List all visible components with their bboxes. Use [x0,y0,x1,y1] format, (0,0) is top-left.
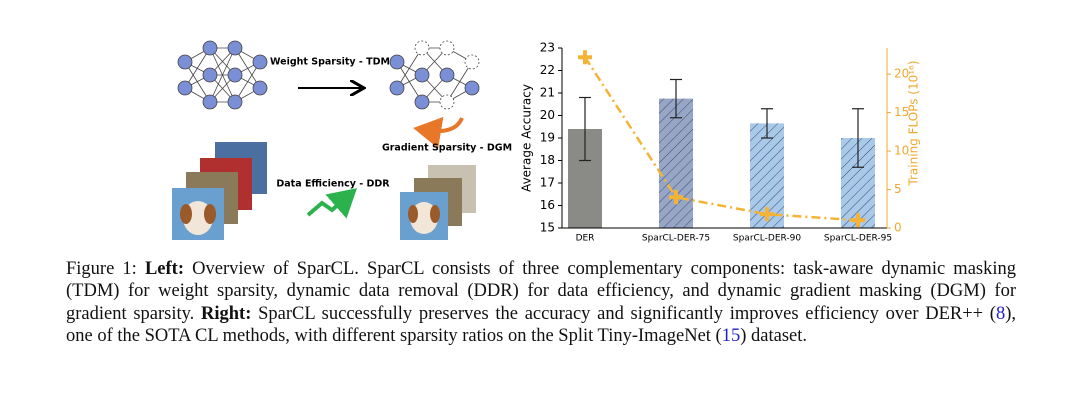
edge [234,61,261,103]
network-diagram [177,40,268,110]
edge [396,47,423,89]
chart: 15 16 17 18 19 20 21 22 23 0 5 10 15 20 Average Accura… [520,41,921,244]
image-stack [172,142,267,240]
x-tick-label: SparCL-DER-75 [642,234,710,244]
y2-axis-label: Training FLOPs (10¹⁶) [907,60,921,186]
caption-bold: Right: [201,303,252,324]
line-marker [578,50,592,65]
edge [396,61,423,103]
error-bar [579,96,591,162]
citation-link[interactable]: 15 [721,326,741,347]
y-tick-label: 23 [540,41,555,55]
image-stack [400,165,476,240]
line-marker [669,190,683,205]
error-bar [670,78,682,119]
node [227,40,243,56]
y2-tick-label: 10 [894,144,909,158]
node [414,67,430,83]
x-tick-label: SparCL-DER-95 [824,234,892,244]
y-tick-label: 20 [540,108,555,122]
node [439,40,455,56]
node [252,80,268,96]
caption-text: SparCL successfully preserves the accura… [251,303,996,324]
node [202,40,218,56]
y-tick-label: 18 [540,153,555,167]
node [202,94,218,110]
y-tick-label: 22 [540,63,555,77]
y-tick-label: 15 [540,221,555,235]
citation-link[interactable]: 8 [995,303,1006,324]
y2-tick-label: 5 [894,182,902,196]
gradient-label: Gradient Sparsity - DGM [382,143,512,154]
edge [446,61,473,103]
node [252,54,268,70]
y2-tick-label: 20 [894,67,909,81]
data-label: Data Efficiency - DDR [276,179,390,190]
node [389,54,405,70]
y2-tick-label: 0 [894,221,902,235]
caption-bold: Left: [144,259,184,279]
node [439,94,455,110]
edge [209,47,236,103]
node [464,80,480,96]
caption-text: Overview of SparCL. SparCL consists of t… [66,259,1016,324]
node [177,54,193,70]
node [439,67,455,83]
arrow [413,116,464,149]
error-bar [761,108,773,139]
caption-text: ) dataset. [740,326,807,347]
y-tick-label: 19 [540,131,555,145]
x-tick-label: DER [576,234,595,244]
node [414,40,430,56]
caption: Figure 1: Left: Overview of SparCL. Spar… [66,258,1016,348]
node [414,94,430,110]
y-axis-label: Average Accuracy [520,84,534,192]
sparse-network-diagram [389,40,480,110]
bar-hatch [659,98,693,228]
line [583,56,859,222]
weight-label: Weight Sparsity - TDM [270,57,390,68]
node [202,67,218,83]
node [227,94,243,110]
edge [184,61,211,103]
edge [234,47,261,89]
error-bar [852,108,864,168]
node [464,54,480,70]
y-tick-label: 17 [540,176,555,190]
caption-text: ), one of the SOTA CL methods, with diff… [66,303,1016,347]
arrow [306,188,358,219]
node [389,80,405,96]
y-tick-label: 21 [540,86,555,100]
edge [184,47,211,89]
x-tick-label: SparCL-DER-90 [733,234,802,244]
node [177,80,193,96]
y2-tick-label: 15 [894,105,909,119]
figure: Weight Sparsity - TDM Gradient Sparsity … [172,40,921,244]
line-marker [851,213,865,228]
caption-text: Figure 1: [66,259,145,279]
line-marker [760,207,774,222]
y-tick-label: 16 [540,198,555,212]
node [227,67,243,83]
